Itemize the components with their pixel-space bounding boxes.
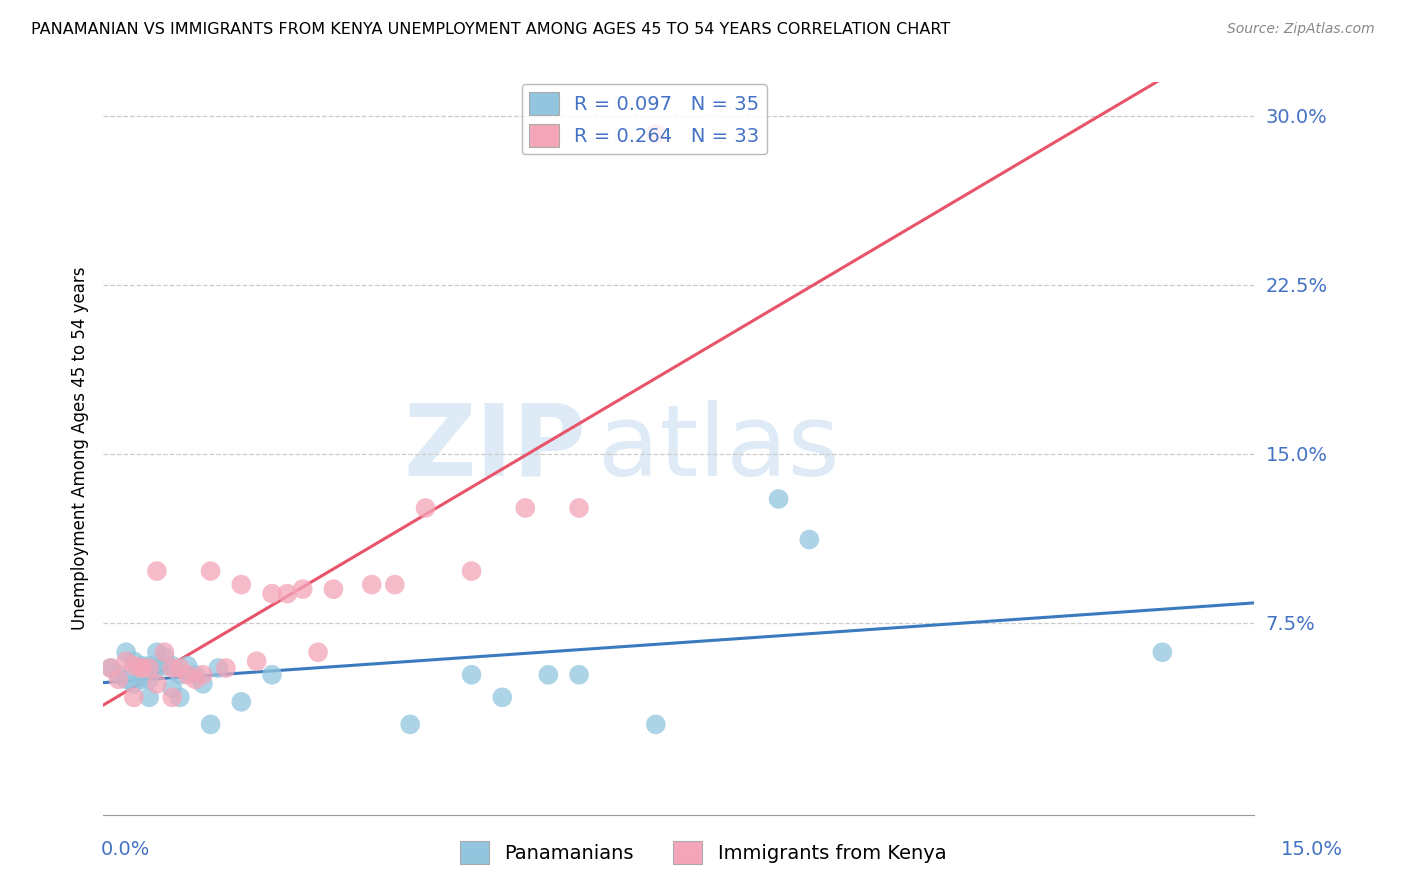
Point: [768, 491, 790, 506]
Point: [138, 658, 160, 673]
Point: [169, 690, 191, 705]
Text: ZIP: ZIP: [404, 400, 586, 497]
Point: [568, 667, 591, 681]
Point: [169, 667, 191, 681]
Point: [176, 658, 198, 673]
Point: [515, 500, 537, 515]
Point: [100, 661, 122, 675]
Point: [215, 661, 238, 675]
Point: [146, 645, 169, 659]
Point: [160, 658, 183, 673]
Point: [1152, 645, 1174, 659]
Point: [191, 677, 214, 691]
Point: [644, 717, 666, 731]
Point: [200, 717, 222, 731]
Text: PANAMANIAN VS IMMIGRANTS FROM KENYA UNEMPLOYMENT AMONG AGES 45 TO 54 YEARS CORRE: PANAMANIAN VS IMMIGRANTS FROM KENYA UNEM…: [31, 22, 950, 37]
Point: [131, 661, 153, 675]
Point: [176, 667, 198, 681]
Point: [200, 564, 222, 578]
Point: [399, 717, 422, 731]
Point: [160, 690, 183, 705]
Point: [169, 661, 191, 675]
Point: [153, 658, 176, 673]
Point: [260, 587, 283, 601]
Point: [568, 500, 591, 515]
Point: [160, 681, 183, 696]
Point: [138, 673, 160, 687]
Point: [191, 667, 214, 681]
Point: [122, 658, 145, 673]
Point: [644, 127, 666, 141]
Point: [291, 582, 314, 596]
Text: atlas: atlas: [598, 400, 839, 497]
Point: [384, 577, 406, 591]
Point: [322, 582, 344, 596]
Point: [122, 677, 145, 691]
Point: [153, 649, 176, 664]
Point: [107, 667, 129, 681]
Point: [131, 658, 153, 673]
Point: [131, 673, 153, 687]
Point: [360, 577, 382, 591]
Point: [146, 564, 169, 578]
Point: [146, 677, 169, 691]
Point: [276, 587, 298, 601]
Point: [138, 661, 160, 675]
Point: [131, 661, 153, 675]
Point: [100, 661, 122, 675]
Y-axis label: Unemployment Among Ages 45 to 54 years: Unemployment Among Ages 45 to 54 years: [72, 267, 89, 630]
Point: [115, 673, 138, 687]
Point: [160, 661, 183, 675]
Point: [122, 654, 145, 668]
Legend: R = 0.097   N = 35, R = 0.264   N = 33: R = 0.097 N = 35, R = 0.264 N = 33: [522, 85, 766, 154]
Legend: Panamanians, Immigrants from Kenya: Panamanians, Immigrants from Kenya: [451, 833, 955, 871]
Point: [231, 577, 253, 591]
Point: [246, 654, 269, 668]
Point: [115, 645, 138, 659]
Point: [184, 673, 207, 687]
Point: [491, 690, 513, 705]
Point: [260, 667, 283, 681]
Point: [115, 654, 138, 668]
Point: [415, 500, 437, 515]
Point: [799, 533, 821, 547]
Point: [307, 645, 329, 659]
Point: [146, 661, 169, 675]
Point: [207, 661, 229, 675]
Text: 15.0%: 15.0%: [1281, 839, 1343, 859]
Point: [460, 667, 482, 681]
Point: [460, 564, 482, 578]
Point: [107, 673, 129, 687]
Point: [153, 645, 176, 659]
Text: Source: ZipAtlas.com: Source: ZipAtlas.com: [1227, 22, 1375, 37]
Point: [122, 690, 145, 705]
Text: 0.0%: 0.0%: [101, 839, 150, 859]
Point: [138, 690, 160, 705]
Point: [231, 695, 253, 709]
Point: [537, 667, 560, 681]
Point: [184, 667, 207, 681]
